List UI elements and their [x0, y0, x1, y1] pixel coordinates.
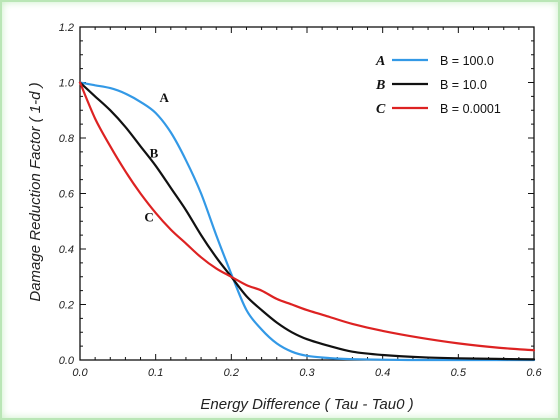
y-tick-label: 0.6: [59, 189, 75, 201]
x-axis-title: Energy Difference ( Tau - Tau0 ): [200, 396, 413, 413]
tick-labels: 0.0 0.1 0.2 0.3 0.4 0.5 0.6 0.0 0.2 0.4 0.6 0.8 1.0 1…: [59, 22, 543, 379]
curve-label-c: C: [144, 209, 153, 224]
legend-label: B = 100.0: [440, 54, 494, 68]
y-tick-label: 1.2: [59, 22, 74, 34]
y-tick-label: 0.0: [59, 355, 75, 367]
legend-letter: B: [375, 78, 385, 93]
y-tick-label: 0.8: [59, 133, 75, 145]
legend: A B = 100.0 B B = 10.0 C B = 0.0001: [375, 54, 501, 117]
legend-item-c: C B = 0.0001: [376, 102, 501, 117]
x-tick-label: 0.1: [148, 367, 163, 379]
legend-letter: C: [376, 102, 386, 117]
series-line-c: [78, 81, 536, 352]
y-tick-label: 1.0: [59, 78, 75, 90]
legend-letter: A: [375, 54, 385, 69]
x-tick-label: 0.4: [375, 367, 390, 379]
series-lines: [78, 81, 536, 362]
x-tick-label: 0.0: [72, 367, 88, 379]
x-tick-label: 0.5: [451, 367, 467, 379]
legend-label: B = 0.0001: [440, 102, 501, 116]
series-line-a: [78, 81, 536, 362]
legend-item-a: A B = 100.0: [375, 54, 494, 69]
x-tick-label: 0.2: [224, 367, 239, 379]
y-tick-label: 0.4: [59, 244, 74, 256]
curve-annotations: A B C: [144, 90, 169, 224]
x-tick-label: 0.3: [299, 367, 315, 379]
legend-item-b: B B = 10.0: [375, 78, 487, 93]
x-tick-label: 0.6: [526, 367, 542, 379]
y-tick-label: 0.2: [59, 300, 74, 312]
y-axis-title: Damage Reduction Factor ( 1-d ): [27, 82, 44, 301]
series-line-b: [78, 81, 536, 361]
curve-label-a: A: [159, 90, 169, 105]
curve-label-b: B: [150, 145, 159, 160]
legend-label: B = 10.0: [440, 78, 487, 92]
